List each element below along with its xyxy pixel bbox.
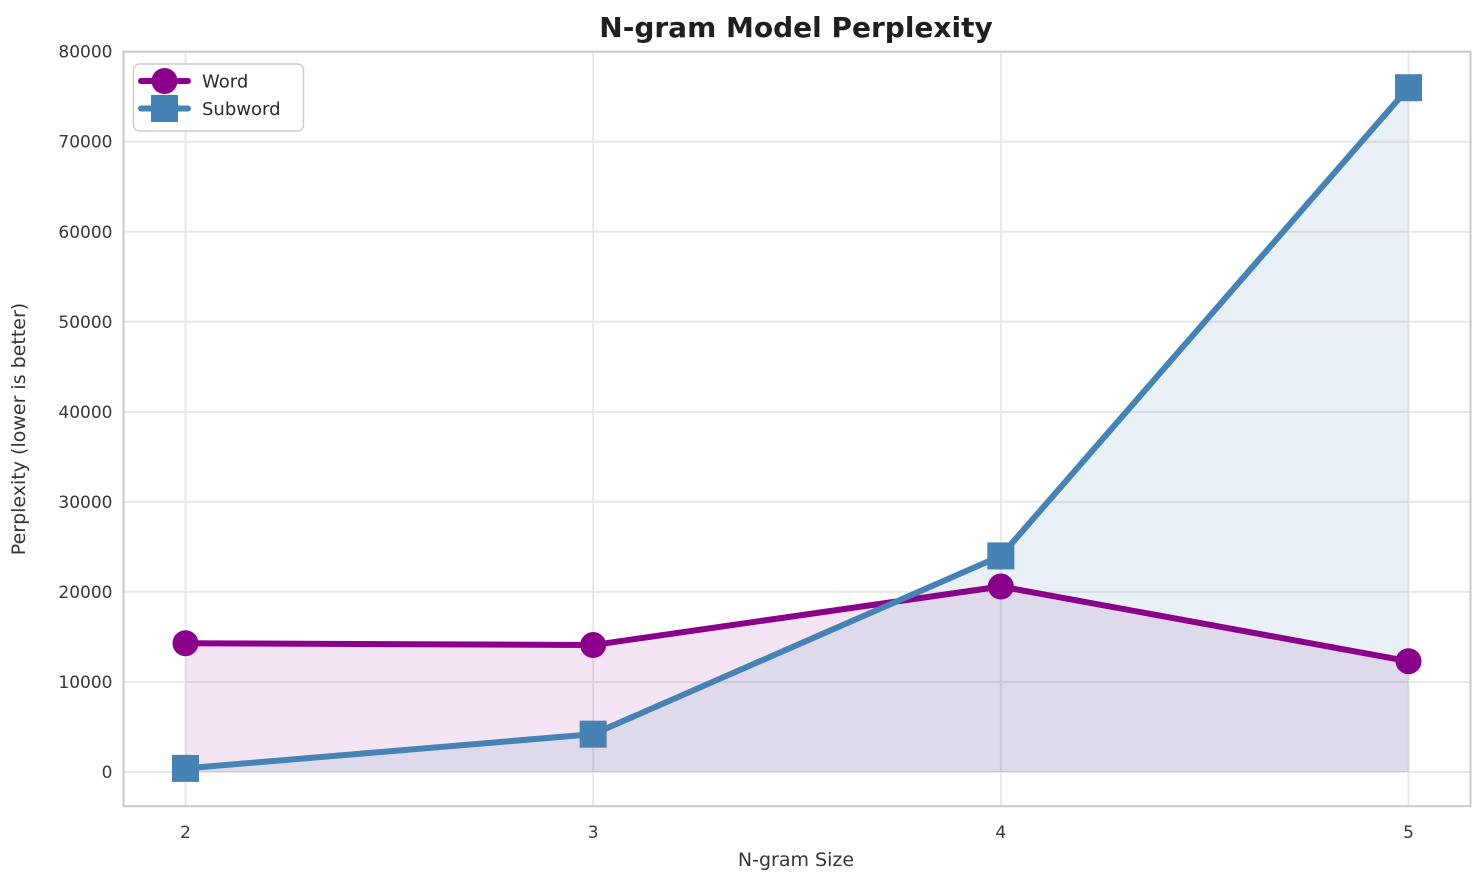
legend-label-word: Word (202, 72, 248, 93)
plot-border (122, 50, 1472, 808)
series-line-subword (182, 84, 1412, 772)
data-point-subword (1395, 74, 1423, 102)
area-fill-layer (185, 87, 1409, 772)
y-tick-label: 10000 (58, 673, 112, 693)
series-line-word (182, 583, 1412, 665)
y-tick-label: 30000 (58, 493, 112, 513)
chart-title: N-gram Model Perplexity (599, 11, 992, 44)
data-point-subword (987, 542, 1015, 570)
data-point-word (1395, 648, 1422, 675)
y-tick-label: 20000 (58, 583, 112, 603)
data-point-word (580, 632, 607, 659)
legend: Word Subword (132, 63, 305, 132)
x-tick-label: 2 (180, 823, 191, 843)
x-tick-label: 5 (1403, 823, 1414, 843)
y-tick-label: 70000 (58, 133, 112, 153)
tick-label-layer: 0 10000 20000 30000 40000 50000 60000 70000 8000… (58, 43, 1414, 844)
data-point-subword (579, 720, 607, 748)
area-fill-subword (185, 87, 1409, 772)
y-axis-label: Perplexity (lower is better) (8, 303, 30, 555)
series-layer (171, 74, 1423, 782)
y-tick-label: 80000 (58, 43, 112, 63)
x-tick-label: 4 (995, 823, 1006, 843)
area-fill-word (185, 586, 1409, 772)
data-point-word (987, 573, 1014, 600)
y-tick-label: 40000 (58, 403, 112, 423)
x-tick-label: 3 (588, 823, 599, 843)
legend-label-subword: Subword (202, 99, 281, 120)
y-tick-label: 0 (102, 763, 113, 783)
y-tick-label: 60000 (58, 223, 112, 243)
legend-marker-subword (151, 95, 178, 122)
data-point-word (172, 630, 199, 657)
x-axis-label: N-gram Size (738, 849, 854, 871)
legend-marker-word (151, 68, 178, 94)
y-tick-label: 50000 (58, 313, 112, 333)
data-point-subword (171, 754, 199, 782)
